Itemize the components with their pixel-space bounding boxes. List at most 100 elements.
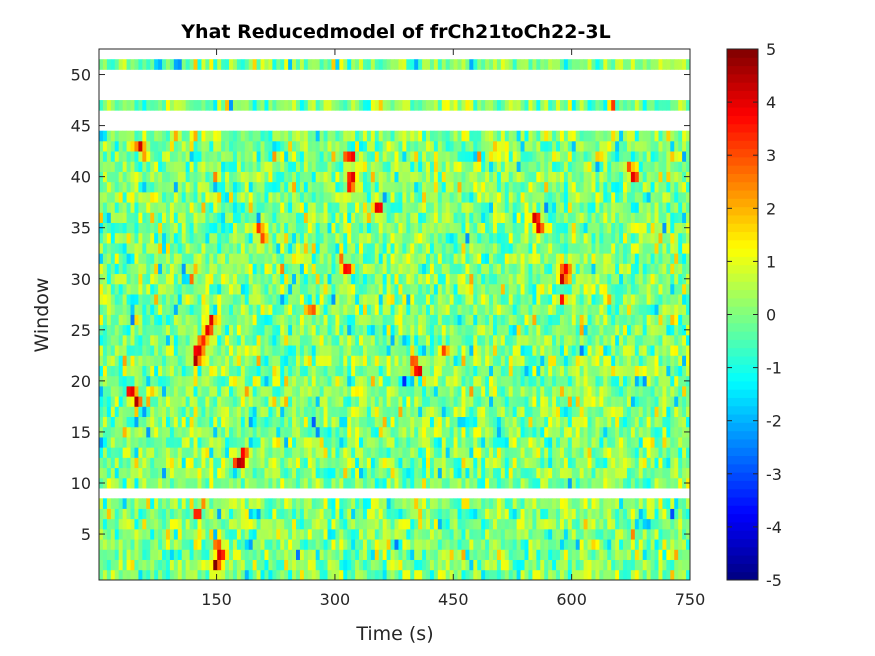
heatmap-cell [556, 559, 561, 571]
heatmap-cell [532, 355, 537, 366]
heatmap-cell [327, 508, 332, 520]
heatmap-cell [646, 263, 651, 275]
heatmap-cell [559, 253, 565, 264]
heatmap-cell [232, 375, 238, 387]
heatmap-cell [544, 549, 549, 560]
heatmap-cell [335, 528, 340, 540]
heatmap-cell [587, 426, 592, 438]
heatmap-cell [481, 232, 486, 244]
heatmap-cell [359, 539, 364, 550]
heatmap-cell [189, 416, 194, 428]
heatmap-cell [292, 294, 297, 305]
heatmap-cell [288, 273, 293, 285]
heatmap-cell [528, 273, 533, 285]
heatmap-cell [559, 406, 565, 418]
heatmap-cell [370, 334, 376, 346]
heatmap-cell [292, 437, 297, 448]
heatmap-cell [500, 355, 506, 366]
heatmap-cell [370, 375, 376, 387]
heatmap-cell [209, 294, 214, 305]
heatmap-cell [552, 345, 557, 356]
heatmap-cell [260, 294, 265, 305]
heatmap-cell [544, 283, 549, 295]
heatmap-cell [449, 437, 454, 448]
heatmap-cell [382, 477, 388, 489]
heatmap-cell [528, 508, 533, 520]
heatmap-cell [626, 508, 632, 520]
heatmap-cell [496, 457, 502, 469]
heatmap-cell [559, 437, 565, 448]
heatmap-cell [674, 355, 679, 366]
heatmap-cell [185, 437, 191, 448]
heatmap-cell [595, 437, 600, 448]
heatmap-cell [563, 232, 569, 244]
heatmap-cell [662, 273, 667, 285]
heatmap-cell [126, 283, 131, 295]
heatmap-cell [394, 539, 399, 550]
heatmap-cell [477, 426, 482, 438]
heatmap-cell [307, 528, 313, 540]
heatmap-cell [496, 263, 502, 275]
heatmap-cell [563, 498, 569, 509]
heatmap-cell [634, 457, 640, 469]
heatmap-cell [524, 253, 529, 264]
heatmap-cell [122, 457, 127, 469]
heatmap-cell [197, 559, 202, 571]
heatmap-cell [201, 477, 206, 489]
heatmap-cell [587, 304, 592, 315]
heatmap-cell [591, 263, 596, 275]
heatmap-cell [362, 406, 368, 418]
heatmap-cell [327, 528, 332, 540]
heatmap-cell [422, 457, 427, 469]
heatmap-cell [508, 508, 514, 520]
heatmap-cell [524, 273, 529, 285]
heatmap-cell [658, 559, 663, 571]
heatmap-cell [217, 355, 222, 366]
heatmap-cell [520, 426, 525, 438]
heatmap-cell [331, 467, 336, 479]
heatmap-cell [445, 324, 451, 336]
heatmap-cell [398, 324, 403, 336]
heatmap-cell [193, 314, 198, 326]
heatmap-cell [536, 498, 541, 509]
heatmap-cell [493, 324, 498, 336]
heatmap-cell [524, 375, 529, 387]
heatmap-cell [244, 528, 250, 540]
heatmap-cell [185, 549, 191, 560]
heatmap-cell [493, 263, 498, 275]
heatmap-cell [126, 304, 131, 315]
heatmap-cell [658, 406, 663, 418]
heatmap-cell [394, 559, 399, 571]
heatmap-cell [366, 447, 372, 458]
heatmap-cell [548, 243, 553, 254]
heatmap-cell [512, 253, 518, 264]
heatmap-cell [485, 396, 490, 407]
heatmap-cell [165, 365, 171, 377]
heatmap-cell [461, 273, 466, 285]
heatmap-cell [244, 334, 250, 346]
heatmap-cell [264, 355, 269, 366]
heatmap-cell [205, 314, 210, 326]
heatmap-cell [158, 447, 163, 458]
heatmap-cell [422, 406, 427, 418]
heatmap-cell [406, 508, 411, 520]
heatmap-cell [623, 457, 628, 469]
heatmap-cell [201, 294, 206, 305]
heatmap-cell [162, 457, 167, 469]
heatmap-cell [634, 334, 640, 346]
heatmap-cell [296, 314, 301, 326]
heatmap-cell [433, 253, 439, 264]
heatmap-cell [276, 375, 281, 387]
heatmap-cell [232, 273, 238, 285]
heatmap-cell [181, 426, 187, 438]
heatmap-cell [386, 365, 391, 377]
heatmap-cell [583, 549, 588, 560]
heatmap-cell [217, 375, 222, 387]
heatmap-cell [520, 263, 525, 275]
heatmap-cell [500, 294, 506, 305]
heatmap-cell [571, 477, 577, 489]
heatmap-cell [666, 477, 671, 489]
heatmap-cell [366, 569, 372, 581]
heatmap-cell [142, 304, 147, 315]
heatmap-cell [355, 467, 360, 479]
